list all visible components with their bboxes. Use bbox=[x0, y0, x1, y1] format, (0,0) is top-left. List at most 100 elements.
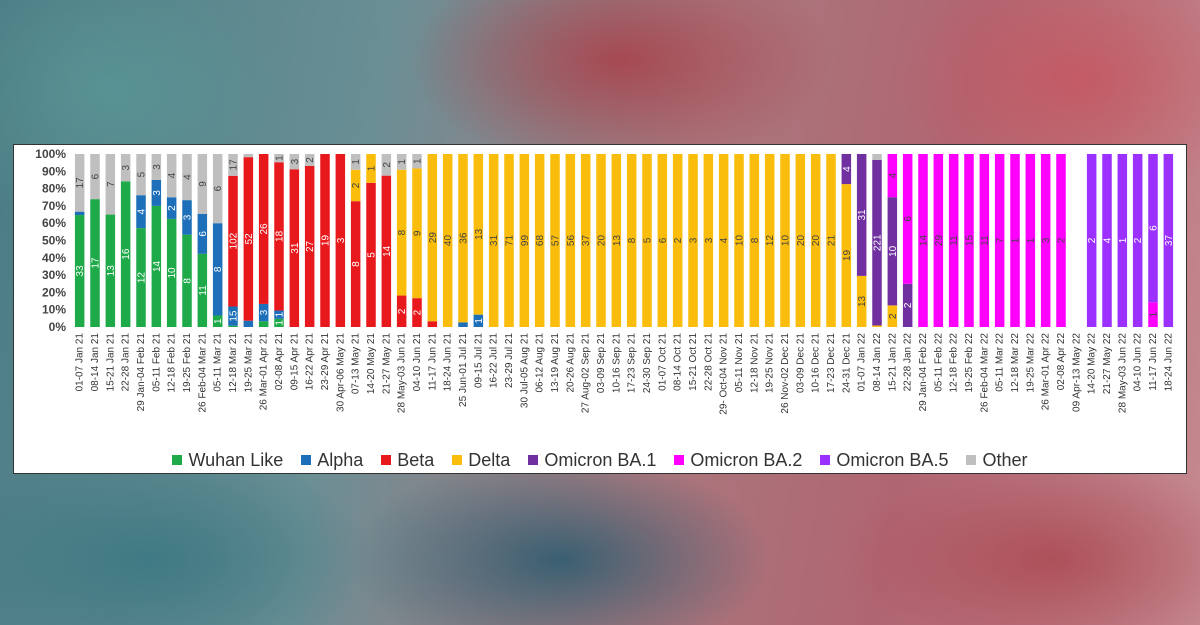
x-tick-label: 27 Aug-02 Sep 21 bbox=[581, 333, 592, 414]
bar-segment bbox=[243, 154, 254, 158]
bar-group: 1 1 18 1 bbox=[274, 154, 286, 327]
bar-group: 29 bbox=[427, 154, 439, 327]
bar-segment bbox=[197, 253, 208, 327]
data-label: 56 bbox=[566, 235, 577, 247]
data-label: 6 bbox=[213, 185, 224, 191]
x-tick-label: 25 Jun-01 Jul 21 bbox=[458, 333, 469, 407]
bar-group: 10 bbox=[734, 154, 746, 327]
data-label: 37 bbox=[1164, 235, 1175, 247]
data-label: 26 bbox=[259, 223, 270, 235]
x-tick-label: 22-28 Oct 21 bbox=[703, 333, 714, 391]
x-tick-label: 12-18 Nov 21 bbox=[749, 333, 760, 393]
bar-segment bbox=[396, 169, 407, 296]
x-tick-label: 12-18 Mar 21 bbox=[228, 333, 239, 393]
x-tick-label: 11-17 Jun 21 bbox=[427, 333, 438, 391]
bar-segment bbox=[565, 154, 576, 327]
bar-group: 2 9 1 bbox=[412, 154, 424, 327]
bar-group: 12 bbox=[764, 154, 776, 327]
bar-group: 56 bbox=[565, 154, 577, 327]
data-label: 5 bbox=[643, 237, 654, 243]
data-label: 1 bbox=[474, 318, 485, 324]
data-label: 19 bbox=[321, 235, 332, 247]
bar-group: 1 13 bbox=[473, 154, 485, 327]
data-label: 2 bbox=[1057, 237, 1068, 243]
data-label: 12 bbox=[137, 272, 148, 284]
bar-segment bbox=[412, 298, 422, 327]
bar-segment bbox=[550, 154, 560, 327]
x-tick-label: 01-07 Oct 21 bbox=[657, 333, 668, 391]
bar-segment bbox=[258, 303, 269, 322]
bar-segment bbox=[243, 157, 254, 321]
x-tick-label: 09-15 Jul 21 bbox=[473, 333, 484, 388]
x-tick-label: 30 Jul-05 Aug 21 bbox=[519, 333, 530, 408]
bar-group: 10 bbox=[780, 154, 792, 327]
bar-segment bbox=[212, 154, 223, 224]
bar-group: 99 bbox=[519, 154, 531, 327]
legend-item: Alpha bbox=[301, 450, 363, 471]
legend-label: Delta bbox=[468, 449, 511, 470]
data-label: 9 bbox=[413, 230, 424, 236]
legend-item: Beta bbox=[381, 450, 434, 471]
y-tick-label: 60% bbox=[42, 216, 66, 230]
bar-group: 15 102 17 bbox=[228, 154, 240, 327]
bar-group: 57 bbox=[550, 154, 562, 327]
legend-swatch bbox=[966, 455, 977, 465]
x-tick-label: 28 May-03 Jun 21 bbox=[397, 333, 408, 413]
x-tick-label: 06-12 Aug 21 bbox=[535, 333, 546, 393]
bar-segment bbox=[1086, 154, 1097, 327]
bar-segment bbox=[381, 175, 392, 328]
bar-segment bbox=[274, 318, 284, 327]
legend-label: Alpha bbox=[317, 449, 364, 470]
data-label: 11 bbox=[980, 235, 991, 246]
data-label: 6 bbox=[903, 216, 914, 222]
data-label: 33 bbox=[75, 265, 86, 277]
data-label: 1 bbox=[351, 159, 362, 165]
data-label: 71 bbox=[505, 235, 516, 247]
x-tick-label: 02-08 Apr 21 bbox=[274, 333, 285, 391]
data-label: 2 bbox=[382, 162, 393, 168]
bar-group: 12 4 5 bbox=[136, 154, 148, 327]
legend-item: Omicron BA.2 bbox=[674, 450, 802, 471]
data-label: 29 bbox=[428, 232, 439, 244]
bar-group: 2 10 4 bbox=[887, 154, 899, 328]
bar-segment bbox=[1148, 154, 1158, 303]
bar-group: 3 bbox=[335, 154, 347, 327]
bar-group: 15 bbox=[964, 154, 976, 327]
bar-segment bbox=[764, 154, 775, 327]
legend-item: Delta bbox=[452, 450, 510, 471]
x-tick-label: 22-28 Jan 22 bbox=[903, 333, 914, 392]
bar-group: 2 bbox=[672, 154, 684, 327]
bar-segment bbox=[810, 154, 821, 327]
data-label: 19 bbox=[842, 250, 853, 262]
x-tick-label: 15-21 Oct 21 bbox=[688, 333, 699, 391]
bar-segment bbox=[182, 234, 192, 327]
bar-segment bbox=[918, 154, 928, 327]
bar-segment bbox=[1132, 154, 1143, 327]
bar-segment bbox=[933, 154, 944, 327]
bar-group: 31 3 bbox=[289, 154, 301, 327]
y-tick-label: 50% bbox=[42, 234, 66, 248]
x-tick-label: 30 Apr-06 May 21 bbox=[335, 333, 346, 412]
data-label: 13 bbox=[106, 265, 117, 277]
x-tick-label: 05-11 Mar 22 bbox=[995, 333, 1006, 392]
data-label: 8 bbox=[183, 278, 194, 284]
bar-segment bbox=[780, 154, 790, 327]
data-label: 10 bbox=[781, 235, 792, 247]
data-label: 31 bbox=[857, 209, 868, 221]
bar-segment bbox=[994, 154, 1005, 327]
data-label: 5 bbox=[137, 171, 148, 177]
data-label: 8 bbox=[627, 237, 638, 243]
data-label: 6 bbox=[91, 173, 102, 179]
data-label: 13 bbox=[857, 295, 868, 307]
data-label: 4 bbox=[1103, 237, 1114, 243]
data-label: 36 bbox=[459, 232, 470, 244]
data-label: 2 bbox=[903, 302, 914, 308]
bar-group: 11 bbox=[979, 154, 991, 327]
data-label: 4 bbox=[888, 172, 899, 178]
data-label: 13 bbox=[474, 228, 485, 240]
x-tick-label: 24-31 Dec 21 bbox=[841, 333, 852, 393]
data-label: 6 bbox=[658, 237, 669, 243]
bar-group: 26 bbox=[902, 154, 914, 327]
bar-segment bbox=[442, 154, 453, 327]
bar-group: 3 bbox=[688, 154, 700, 327]
